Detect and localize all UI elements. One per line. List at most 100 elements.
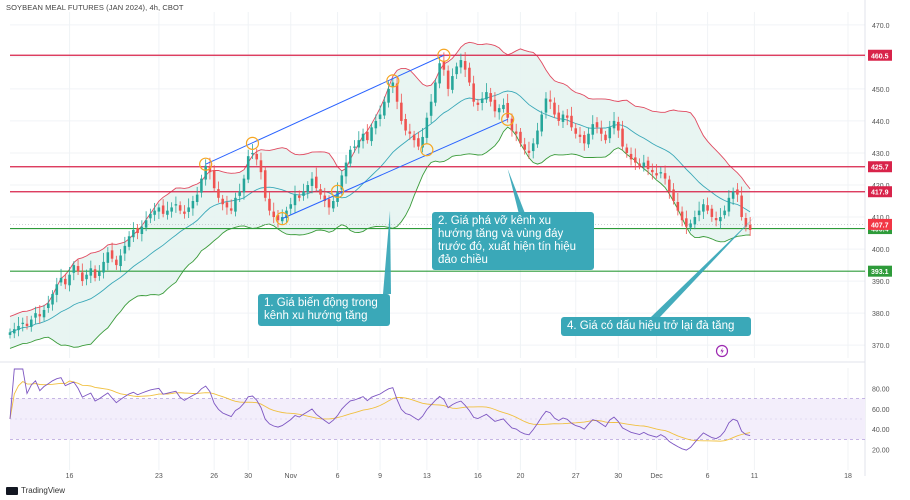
pivot-markers: [199, 48, 515, 226]
candle: [578, 134, 582, 137]
candle: [208, 166, 212, 173]
candle: [680, 211, 684, 221]
candle: [170, 207, 173, 212]
candle: [523, 144, 526, 150]
candle: [72, 265, 76, 273]
candle: [221, 198, 224, 205]
candle: [383, 101, 386, 116]
price-tick-label: 440.0: [872, 119, 890, 126]
candle: [455, 66, 458, 75]
bollinger-fill: [10, 42, 751, 349]
candle: [378, 114, 382, 120]
candle: [272, 211, 276, 218]
level-tag: [868, 49, 892, 61]
candle: [357, 140, 361, 148]
candle: [706, 205, 709, 211]
level-tag-label: 406.4: [871, 227, 889, 234]
candle: [12, 329, 16, 334]
candle: [42, 309, 46, 318]
chart-title: SOYBEAN MEAL FUTURES (JAN 2024), 4h, CBO…: [6, 3, 184, 12]
candle: [153, 210, 156, 215]
candle: [429, 101, 433, 116]
candle: [47, 303, 50, 309]
candle: [510, 118, 514, 131]
time-tick-label: Dec: [650, 473, 663, 480]
rsi-tick-label: 40.00: [872, 427, 890, 434]
rsi-tick-label: 60.00: [872, 407, 890, 414]
candle: [604, 134, 607, 141]
candle: [246, 156, 250, 180]
candle: [472, 83, 475, 102]
time-tick-label: 30: [244, 473, 252, 480]
candle: [268, 198, 271, 211]
candle: [642, 162, 646, 167]
candle: [229, 208, 233, 211]
candle: [149, 213, 152, 219]
candle: [200, 178, 203, 193]
candle: [106, 252, 110, 263]
pivot-marker: [420, 143, 434, 157]
candle: [166, 210, 169, 215]
brand[interactable]: TradingView: [6, 486, 65, 495]
time-tick-label: 9: [378, 473, 382, 480]
price-tick-label: 470.0: [872, 23, 890, 30]
candle: [621, 128, 624, 147]
callout-4: 4. Giá có dấu hiệu trở lại đà tăng: [561, 317, 751, 336]
candle: [217, 189, 220, 198]
candle: [731, 191, 735, 199]
candle: [634, 157, 637, 163]
pointer-4: [651, 217, 755, 317]
candle: [59, 277, 63, 283]
alert-icon[interactable]: [715, 344, 729, 358]
candle: [710, 208, 714, 218]
candle: [676, 201, 680, 211]
pivot-marker: [501, 112, 515, 126]
candle: [76, 266, 80, 272]
tradingview-logo-icon: [6, 486, 18, 495]
channel-line: [282, 118, 508, 220]
candle: [493, 99, 497, 112]
candle: [276, 215, 280, 221]
candle: [506, 102, 509, 118]
time-tick-label: 13: [423, 473, 431, 480]
candle: [51, 293, 54, 305]
candle: [723, 210, 726, 216]
price-tick-label: 430.0: [872, 151, 890, 158]
callout-1: 1. Giá biến động trong kênh xu hướng tăn…: [258, 294, 390, 326]
time-tick-label: 18: [844, 473, 852, 480]
candle: [319, 189, 322, 195]
candle: [395, 83, 399, 102]
candle: [115, 259, 118, 266]
candle: [340, 175, 344, 190]
candle: [663, 173, 667, 179]
candle: [438, 63, 441, 84]
time-tick-label: 20: [517, 473, 525, 480]
candle: [191, 201, 195, 209]
candle: [55, 284, 59, 295]
candle: [514, 131, 518, 134]
candle: [370, 127, 373, 142]
candle: [693, 217, 697, 225]
candle: [344, 162, 348, 177]
candle: [34, 313, 37, 318]
candle: [740, 195, 743, 218]
candle: [497, 108, 501, 113]
candle: [212, 170, 216, 189]
candle: [38, 314, 42, 317]
time-tick-label: 6: [706, 473, 710, 480]
candle: [204, 165, 207, 180]
rsi-ma-line: [9, 380, 751, 442]
candle: [417, 138, 420, 147]
candle: [361, 133, 365, 142]
candle: [408, 131, 412, 134]
candle: [625, 147, 629, 153]
candle: [242, 178, 246, 193]
candle: [617, 121, 620, 131]
candle: [582, 135, 586, 144]
candle: [748, 224, 752, 230]
candle: [434, 82, 437, 103]
candle: [353, 146, 356, 148]
candle: [714, 217, 718, 221]
pivot-marker: [386, 74, 400, 88]
